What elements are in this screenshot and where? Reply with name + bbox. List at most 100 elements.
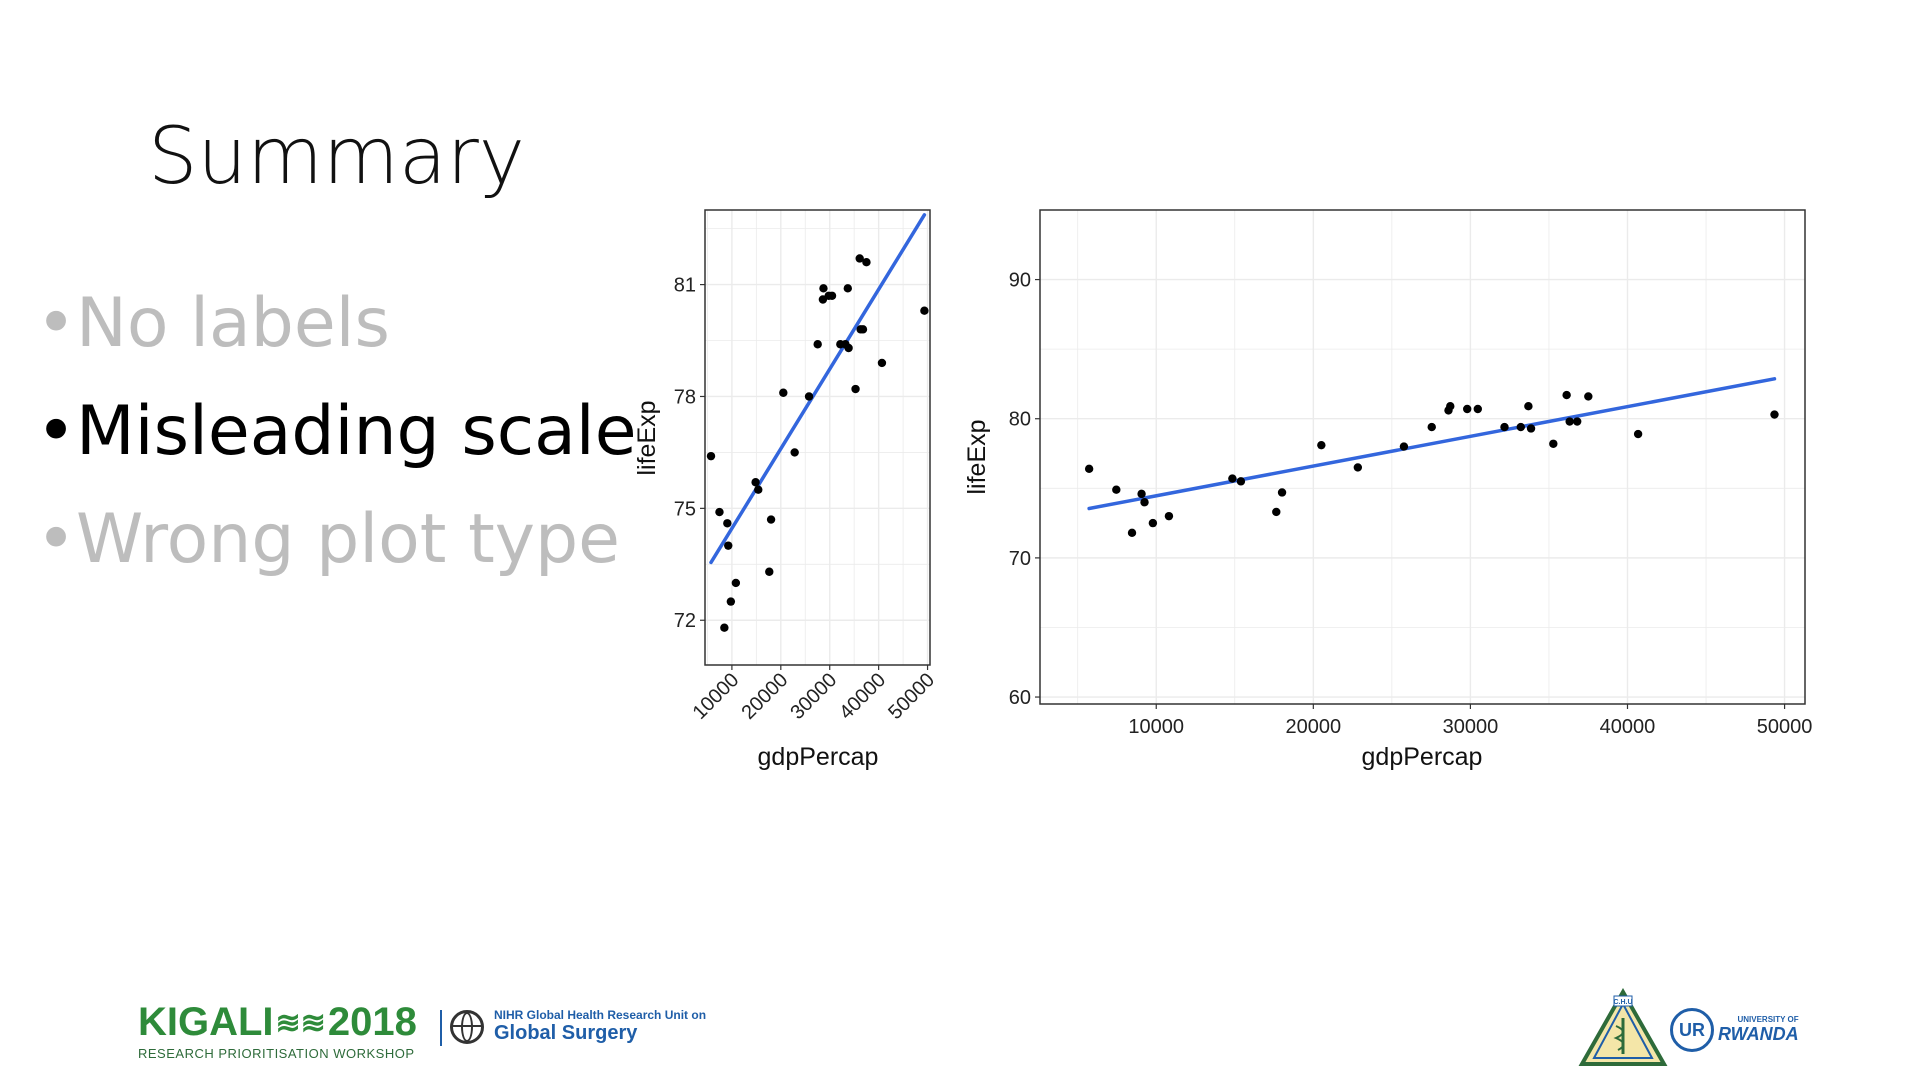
data-point: [1633, 429, 1643, 439]
x-tick-label: 40000: [835, 669, 890, 724]
bullet-dot: •: [36, 284, 77, 363]
data-point: [726, 597, 736, 606]
data-point: [706, 451, 716, 461]
data-point: [1228, 474, 1237, 483]
year-text: 2018: [327, 1000, 417, 1044]
data-point: [920, 306, 929, 315]
x-axis-title: gdpPercap: [758, 743, 879, 771]
plot-border: [704, 209, 931, 666]
data-point: [1140, 498, 1149, 507]
trend-line: [1087, 377, 1777, 511]
data-point: [731, 578, 741, 588]
data-point: [844, 343, 853, 353]
kigali-text: KIGALI: [138, 1000, 274, 1044]
data-layer: [706, 213, 929, 632]
x-tick-label: 30000: [1443, 716, 1499, 738]
data-point: [804, 392, 814, 401]
data-point: [1084, 464, 1094, 474]
data-point: [765, 567, 774, 576]
bullet-wrong-plot-type: •Wrong plot type: [36, 486, 637, 594]
data-point: [862, 258, 871, 267]
x-tick-label: 20000: [737, 669, 792, 724]
kigali-2018-logo: KIGALI≋≋2018 RESEARCH PRIORITISATION WOR…: [138, 1002, 417, 1061]
data-point: [1236, 477, 1246, 486]
bullet-text: Misleading scale: [76, 392, 637, 471]
data-point: [843, 284, 852, 293]
chu-crest-icon: C.H.U: [1578, 988, 1668, 1066]
x-tick-label: 10000: [689, 669, 744, 724]
data-point: [754, 485, 763, 494]
y-tick-label: 75: [674, 498, 696, 520]
data-point: [1148, 518, 1158, 528]
data-point: [855, 254, 864, 263]
x-axis-title: gdpPercap: [1362, 743, 1483, 771]
data-point: [1572, 417, 1582, 426]
data-point: [720, 623, 729, 632]
data-point: [1399, 442, 1409, 451]
data-point: [1526, 424, 1536, 433]
x-tick-label: 10000: [1128, 716, 1184, 738]
data-point: [723, 519, 732, 528]
data-point: [1164, 511, 1174, 521]
data-point: [790, 448, 799, 457]
y-axis-title: lifeExp: [963, 419, 991, 494]
x-tick-label: 50000: [884, 669, 939, 724]
globe-icon: [450, 1009, 484, 1044]
workshop-caption: RESEARCH PRIORITISATION WORKSHOP: [138, 1046, 415, 1062]
nihr-line1: NIHR Global Health Research Unit on: [494, 1008, 707, 1022]
data-point: [1565, 417, 1574, 426]
data-point: [827, 291, 837, 300]
chu-label: C.H.U: [1613, 999, 1632, 1006]
plot-background: [1040, 210, 1805, 704]
kigali-wordmark: KIGALI≋≋2018: [138, 1002, 417, 1044]
nihr-logo: NIHR Global Health Research Unit on Glob…: [450, 1008, 706, 1045]
university-of-rwanda-logo: UR UNIVERSITY OF RWANDA: [1670, 1008, 1799, 1052]
y-tick-label: 78: [674, 386, 696, 408]
data-point: [1500, 422, 1509, 432]
y-tick-label: 70: [1009, 548, 1031, 570]
bullet-dot: •: [36, 500, 77, 579]
nihr-text: NIHR Global Health Research Unit on Glob…: [494, 1008, 706, 1045]
data-point: [1584, 392, 1593, 401]
bullet-no-labels: •No labels: [36, 270, 637, 378]
data-point: [766, 515, 776, 524]
data-point: [1277, 488, 1287, 497]
data-point: [858, 325, 868, 334]
slide-title: Summary: [148, 112, 525, 202]
x-tick-label: 50000: [1757, 716, 1813, 738]
logo-divider: [440, 1010, 442, 1046]
data-point: [751, 478, 760, 487]
y-tick-label: 72: [674, 610, 696, 632]
data-point: [1446, 402, 1455, 411]
data-point: [819, 284, 828, 293]
bullet-dot: •: [36, 392, 77, 471]
y-tick-label: 80: [1009, 409, 1031, 431]
data-point: [813, 340, 822, 349]
trend-line: [709, 213, 927, 565]
data-point: [1427, 422, 1436, 432]
data-point: [1317, 440, 1326, 450]
data-point: [1516, 422, 1525, 432]
y-tick-label: 90: [1009, 270, 1031, 292]
data-point: [1353, 463, 1363, 472]
x-tick-label: 30000: [786, 669, 841, 724]
y-tick-label: 60: [1009, 687, 1031, 709]
data-point: [724, 541, 733, 550]
data-point: [1770, 410, 1779, 419]
ur-small-text: UNIVERSITY OF: [1737, 1015, 1799, 1024]
ur-mark: UR: [1670, 1008, 1714, 1052]
ur-big-text: RWANDA: [1718, 1024, 1799, 1044]
data-point: [1272, 507, 1281, 517]
plot-background: [705, 210, 930, 665]
data-point: [715, 507, 724, 517]
data-point: [1463, 404, 1472, 414]
data-layer: [1084, 377, 1779, 538]
data-point: [779, 388, 788, 397]
plot-border: [1039, 209, 1806, 705]
data-point: [1112, 485, 1121, 494]
scatter-chart-2: 10000 20000 30000 40000 50000 60 70 80 90 gdpPerc…: [963, 209, 1813, 771]
bullet-misleading-scale: •Misleading scale: [36, 378, 637, 486]
nihr-line2: Global Surgery: [494, 1022, 638, 1044]
